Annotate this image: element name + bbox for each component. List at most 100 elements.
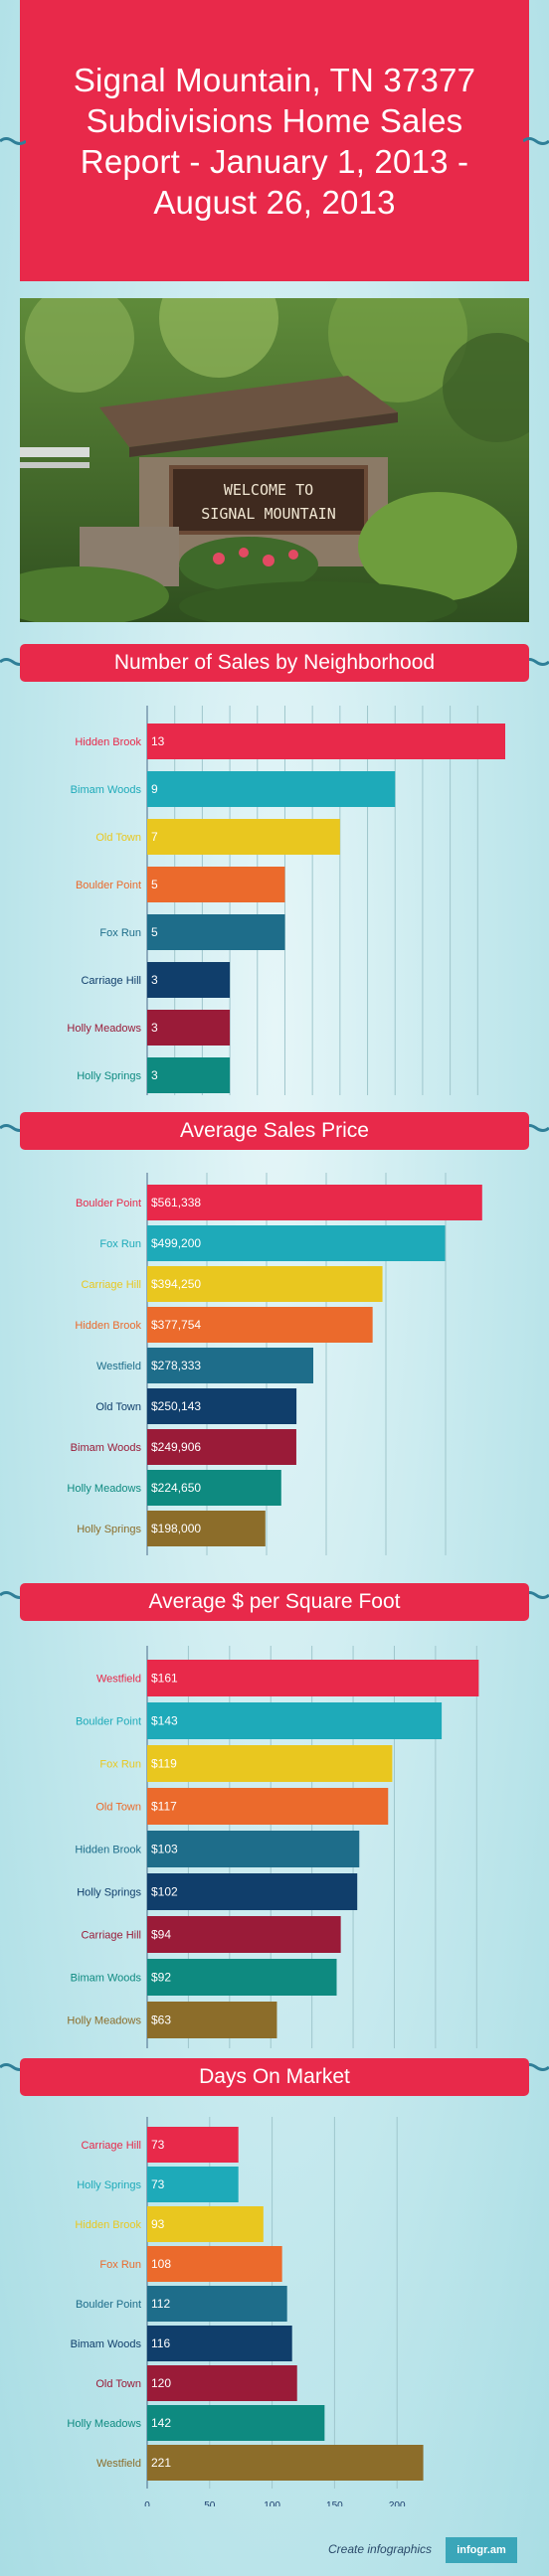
chart-title: Average Sales Price	[180, 1119, 369, 1142]
value-label: $102	[151, 1885, 178, 1899]
bar	[147, 1470, 281, 1506]
bar	[147, 1788, 389, 1825]
bar	[147, 819, 340, 855]
category-label: Carriage Hill	[81, 1930, 141, 1942]
bar	[147, 2167, 239, 2202]
category-label: Hidden Brook	[75, 1320, 141, 1332]
x-tick-label: 0	[144, 2500, 150, 2506]
bar	[147, 2127, 239, 2163]
value-label: 73	[151, 2138, 165, 2152]
category-label: Old Town	[95, 1401, 141, 1413]
bar	[147, 1873, 358, 1910]
chart-days-market: 0 50 100 150 200 Carriage Hill 73 Holly Springs…	[0, 2109, 549, 2506]
bar-chart-svg: 020406080100120140160Westfield$161Boulde…	[67, 1646, 479, 2048]
bar	[147, 1959, 337, 1996]
value-label: 112	[151, 2297, 170, 2311]
bar	[147, 2286, 287, 2322]
category-label: Carriage Hill	[81, 2140, 141, 2152]
value-label: 3	[151, 1068, 158, 1082]
chart-title: Days On Market	[199, 2065, 350, 2088]
value-label: $161	[151, 1672, 178, 1686]
title-banner: Signal Mountain, TN 37377 Subdivisions H…	[20, 0, 529, 281]
value-label: $499,200	[151, 1236, 201, 1250]
bar	[147, 2002, 277, 2038]
value-label: $561,338	[151, 1196, 201, 1209]
value-label: 108	[151, 2257, 171, 2271]
value-label: 5	[151, 925, 158, 939]
value-label: 73	[151, 2177, 165, 2191]
bar	[147, 1660, 479, 1696]
category-label: Carriage Hill	[81, 975, 141, 987]
value-label: 142	[151, 2416, 171, 2430]
section-title-days-market: Days On Market	[20, 2058, 529, 2096]
category-label: Holly Meadows	[67, 1023, 141, 1035]
bar	[147, 771, 396, 807]
section-title-avg-price: Average Sales Price	[20, 1112, 529, 1150]
rope-icon	[0, 137, 26, 145]
rope-icon	[523, 137, 549, 145]
bar-chart-svg: 0 50 100 150 200 Carriage Hill 73 Holly Springs…	[67, 2117, 424, 2506]
bar	[147, 2206, 264, 2242]
value-label: 221	[151, 2456, 171, 2470]
category-label: Westfield	[96, 1674, 141, 1686]
category-label: Holly Springs	[77, 1524, 141, 1535]
bar	[147, 914, 285, 950]
category-label: Bimam Woods	[71, 1973, 142, 1985]
bar	[147, 1225, 446, 1261]
report-title: Signal Mountain, TN 37377 Subdivisions H…	[73, 61, 476, 221]
value-label: 93	[151, 2217, 165, 2231]
bar	[147, 724, 505, 759]
bar	[147, 2445, 424, 2481]
section-title-price-sqft: Average $ per Square Foot	[20, 1583, 529, 1621]
chart-title: Number of Sales by Neighborhood	[113, 651, 436, 674]
value-label: 5	[151, 878, 158, 891]
value-label: $103	[151, 1843, 178, 1856]
category-label: Boulder Point	[76, 1716, 141, 1728]
value-label: $94	[151, 1928, 171, 1942]
category-label: Fox Run	[99, 927, 141, 939]
value-label: $119	[151, 1757, 177, 1771]
value-label: $250,143	[151, 1399, 201, 1413]
bar	[147, 2246, 282, 2282]
chart-avg-price: 0100200300400500Boulder Point$561,338Fox…	[0, 1165, 549, 1562]
category-label: Boulder Point	[76, 880, 141, 891]
category-label: Hidden Brook	[75, 1845, 141, 1856]
x-tick-label: 200	[389, 2500, 406, 2506]
value-label: $198,000	[151, 1522, 201, 1535]
value-label: $92	[151, 1971, 171, 1985]
category-label: Boulder Point	[76, 2299, 141, 2311]
chart-price-sqft: 020406080100120140160Westfield$161Boulde…	[0, 1638, 549, 2055]
infogram-badge[interactable]: infogr.am	[446, 2537, 517, 2563]
category-label: Bimam Woods	[71, 1442, 142, 1454]
chart-title: Average $ per Square Foot	[148, 1590, 401, 1613]
bar	[147, 1010, 231, 1046]
value-label: $278,333	[151, 1359, 201, 1372]
category-label: Holly Meadows	[67, 1483, 141, 1495]
category-label: Holly Springs	[77, 1887, 141, 1899]
sign-line-1: WELCOME TO	[224, 481, 313, 499]
value-label: $143	[151, 1714, 178, 1728]
category-label: Old Town	[95, 1802, 141, 1814]
category-label: Boulder Point	[76, 1198, 141, 1209]
bar	[147, 2326, 292, 2361]
x-tick-label: 100	[264, 2500, 280, 2506]
value-label: 3	[151, 1021, 158, 1035]
bar	[147, 1429, 296, 1465]
category-label: Old Town	[95, 832, 141, 844]
category-label: Westfield	[96, 2458, 141, 2470]
value-label: $117	[151, 1800, 177, 1814]
value-label: 9	[151, 782, 158, 796]
bar	[147, 1511, 266, 1546]
bar	[147, 1307, 373, 1343]
bar	[147, 1185, 482, 1220]
category-label: Holly Meadows	[67, 2418, 141, 2430]
value-label: $63	[151, 2013, 171, 2027]
value-label: 3	[151, 973, 158, 987]
bar	[147, 1388, 297, 1424]
category-label: Old Town	[95, 2378, 141, 2390]
value-label: $377,754	[151, 1318, 201, 1332]
category-label: Hidden Brook	[75, 736, 141, 748]
value-label: 120	[151, 2376, 171, 2390]
